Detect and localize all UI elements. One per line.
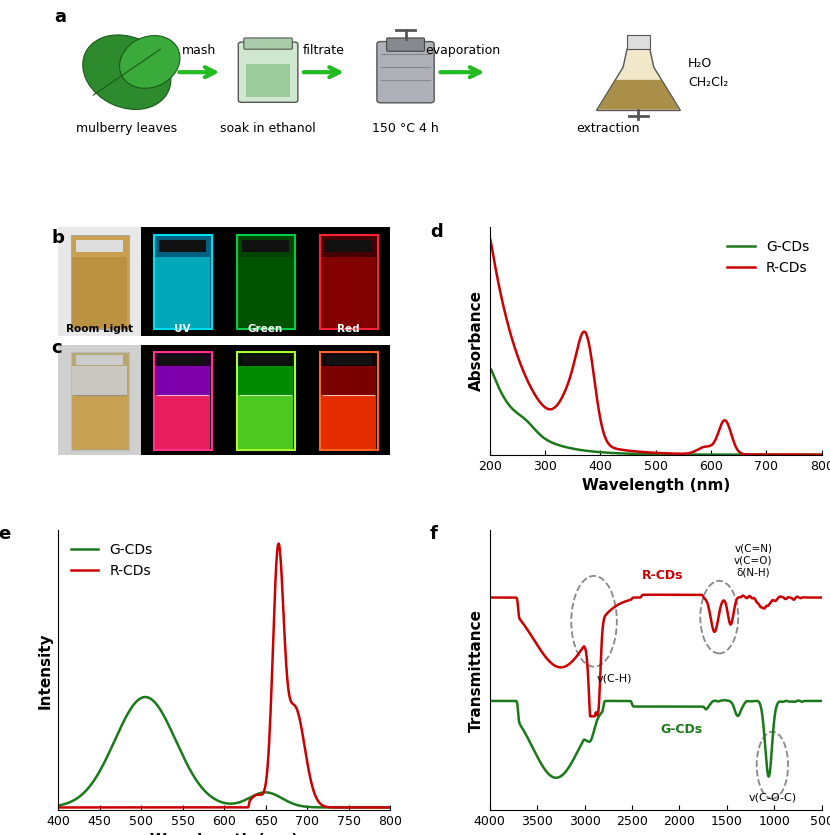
Text: G-CDs: G-CDs [661,723,702,736]
Bar [72,257,127,327]
Bar [307,227,390,337]
Text: soak in ethanol: soak in ethanol [220,122,316,135]
Bar [224,227,307,337]
Bar [325,355,372,365]
Bar [321,395,376,449]
FancyBboxPatch shape [320,352,378,450]
FancyBboxPatch shape [154,235,212,329]
Bar [72,366,127,395]
X-axis label: Wavelength (nm): Wavelength (nm) [150,833,298,835]
FancyBboxPatch shape [154,352,212,450]
FancyBboxPatch shape [320,235,378,329]
Bar [321,257,376,327]
Text: e: e [0,525,11,543]
Text: evaporation: evaporation [425,44,500,57]
FancyBboxPatch shape [237,235,295,329]
Bar [141,346,224,454]
Bar [141,227,224,337]
Bar [72,395,127,449]
Text: R-CDs: R-CDs [642,569,683,582]
Text: c: c [51,339,62,357]
FancyBboxPatch shape [244,38,292,49]
Bar [159,355,206,365]
Bar [155,366,210,395]
FancyBboxPatch shape [627,35,650,49]
X-axis label: Wavelength (nm): Wavelength (nm) [582,478,730,493]
Text: Green: Green [248,324,283,334]
Text: mulberry leaves: mulberry leaves [76,122,178,135]
Bar [238,257,293,327]
FancyBboxPatch shape [246,63,290,97]
Ellipse shape [83,35,171,109]
Bar [76,240,123,251]
Bar [159,240,206,251]
Text: a: a [54,8,66,27]
Y-axis label: Transmittance: Transmittance [469,609,484,731]
Bar [155,257,210,327]
Text: d: d [430,223,442,240]
Bar [242,355,289,365]
Text: Red: Red [337,324,360,334]
Bar [321,366,376,395]
Text: Room Light: Room Light [66,324,133,334]
Ellipse shape [120,36,180,89]
FancyBboxPatch shape [71,235,129,329]
Bar [325,240,372,251]
Text: H₂O: H₂O [688,57,712,70]
Bar [58,227,141,337]
Y-axis label: Intensity: Intensity [37,632,52,709]
Legend: G-CDs, R-CDs: G-CDs, R-CDs [721,234,815,281]
FancyBboxPatch shape [238,42,298,103]
FancyBboxPatch shape [71,352,129,450]
Text: UV: UV [174,324,191,334]
Text: v(C=N)
v(C=O)
δ(N-H): v(C=N) v(C=O) δ(N-H) [735,544,773,578]
Bar [58,346,141,454]
Text: filtrate: filtrate [303,44,344,57]
Text: CH₂Cl₂: CH₂Cl₂ [688,76,729,89]
Text: f: f [430,525,437,543]
Bar [238,395,293,449]
FancyBboxPatch shape [237,352,295,450]
Text: v(C-O-C): v(C-O-C) [749,793,797,803]
Bar [307,346,390,454]
Bar [155,395,210,449]
Text: v(C-H): v(C-H) [597,673,632,683]
Polygon shape [598,80,679,109]
Bar [76,355,123,365]
Text: mash: mash [183,44,217,57]
FancyBboxPatch shape [377,42,434,103]
Bar [238,366,293,395]
Polygon shape [597,49,681,110]
Legend: G-CDs, R-CDs: G-CDs, R-CDs [65,538,159,584]
Text: extraction: extraction [576,122,640,135]
Y-axis label: Absorbance: Absorbance [469,291,484,392]
Text: 150 °C 4 h: 150 °C 4 h [372,122,439,135]
FancyBboxPatch shape [387,38,424,51]
Text: b: b [51,230,65,247]
X-axis label: Wavenumbers (cm$^{-1}$): Wavenumbers (cm$^{-1}$) [564,833,748,835]
Bar [242,240,289,251]
Bar [224,346,307,454]
